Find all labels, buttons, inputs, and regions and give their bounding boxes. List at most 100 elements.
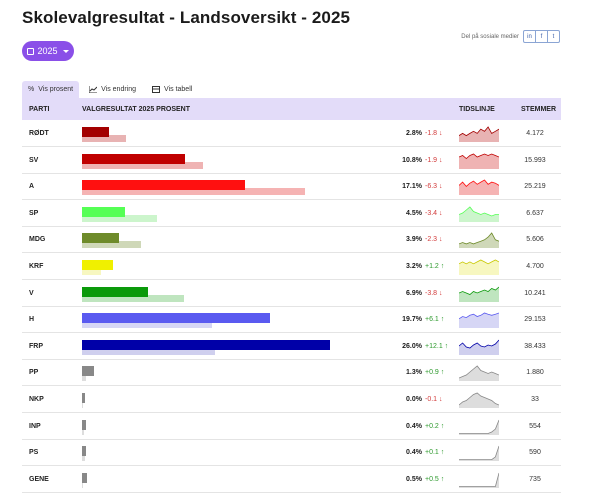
votes-count: 38.433 bbox=[524, 342, 546, 350]
sparkline-area bbox=[459, 233, 499, 249]
previous-result-bar bbox=[82, 135, 126, 142]
facebook-icon[interactable]: f bbox=[536, 31, 548, 42]
timeline-sparkline bbox=[459, 472, 499, 488]
result-bar bbox=[82, 286, 148, 297]
linkedin-icon[interactable]: in bbox=[524, 31, 536, 42]
change-value: +0.1 bbox=[425, 449, 439, 457]
previous-result-bar bbox=[82, 161, 204, 169]
timeline-sparkline bbox=[459, 339, 499, 355]
votes-count: 735 bbox=[529, 475, 541, 483]
result-bar bbox=[82, 233, 120, 244]
votes-count: 590 bbox=[529, 449, 541, 457]
result-bar bbox=[82, 339, 330, 350]
result-percent: 17.1% bbox=[402, 183, 422, 191]
sparkline-line bbox=[459, 286, 499, 295]
result-bar bbox=[82, 419, 86, 430]
timeline-sparkline bbox=[459, 419, 499, 435]
change-value: +0.9 bbox=[425, 369, 439, 377]
arrow-up-icon: ↑ bbox=[438, 449, 445, 457]
previous-result-bar bbox=[82, 188, 306, 196]
arrow-up-icon: ↑ bbox=[438, 316, 445, 324]
party-name: MDG bbox=[29, 236, 46, 244]
arrow-down-icon: ↓ bbox=[437, 156, 443, 164]
sparkline-area bbox=[459, 180, 499, 196]
votes-count: 4.700 bbox=[526, 263, 544, 270]
sparkline-line bbox=[459, 472, 499, 487]
table-row: FRP 26.0% +12.1 ↑ 38.433 bbox=[22, 333, 561, 360]
previous-result-bar bbox=[82, 321, 212, 329]
votes-count: 33 bbox=[531, 396, 539, 403]
sparkline-area bbox=[459, 127, 499, 142]
sparkline-area bbox=[459, 366, 499, 382]
result-change: +0.2 ↑ bbox=[425, 423, 455, 430]
result-change: -1.8 ↓ bbox=[425, 130, 455, 137]
twitter-icon[interactable]: t bbox=[552, 33, 555, 40]
result-change: -6.3 ↓ bbox=[425, 183, 455, 190]
change-value: +1.2 bbox=[425, 263, 439, 270]
party-name: PS bbox=[29, 449, 39, 457]
sparkline-area bbox=[459, 153, 499, 169]
percent-icon: % bbox=[28, 86, 35, 93]
table-row: GENE 0.5% +0.5 ↑ 735 bbox=[22, 466, 561, 493]
votes-count: 554 bbox=[529, 422, 541, 430]
votes-count: 10.241 bbox=[524, 289, 546, 297]
party-name: NKP bbox=[29, 396, 44, 403]
result-percent: 3.9% bbox=[406, 236, 422, 244]
previous-result-bar bbox=[82, 214, 158, 222]
timeline-sparkline bbox=[459, 153, 499, 169]
votes-count: 15.993 bbox=[524, 156, 546, 164]
previous-result-bar bbox=[82, 374, 86, 382]
tab-change[interactable]: Vis endring bbox=[83, 81, 142, 98]
sparkline-line bbox=[459, 232, 499, 245]
party-name: RØDT bbox=[29, 130, 49, 137]
sparkline-area bbox=[459, 286, 499, 302]
share-buttons: in f t bbox=[523, 30, 560, 43]
previous-result-bar bbox=[82, 268, 102, 275]
arrow-up-icon: ↑ bbox=[442, 342, 449, 350]
party-name: PP bbox=[29, 369, 39, 377]
table-row: SV 10.8% -1.9 ↓ 15.993 bbox=[22, 147, 561, 174]
result-percent: 26.0% bbox=[402, 342, 422, 350]
votes-count: 25.219 bbox=[524, 183, 546, 191]
result-percent: 10.8% bbox=[402, 156, 422, 164]
sparkline-line bbox=[459, 259, 499, 265]
party-name: FRP bbox=[29, 342, 43, 350]
chevron-down-icon bbox=[62, 49, 69, 53]
sparkline-line bbox=[459, 179, 499, 188]
table-row: H 19.7% +6.1 ↑ 29.153 bbox=[22, 306, 561, 334]
previous-result-bar bbox=[82, 241, 142, 249]
result-percent: 3.2% bbox=[406, 263, 422, 270]
previous-result-bar bbox=[82, 480, 83, 488]
change-value: -6.3 bbox=[425, 183, 438, 191]
party-name: INP bbox=[29, 422, 41, 430]
change-value: -1.8 bbox=[425, 130, 438, 137]
timeline-sparkline bbox=[459, 286, 499, 302]
table-icon bbox=[152, 86, 161, 93]
result-change: +6.1 ↑ bbox=[425, 316, 455, 323]
arrow-down-icon: ↓ bbox=[437, 130, 443, 137]
result-bar bbox=[82, 153, 185, 164]
tab-label: Vis prosent bbox=[38, 86, 74, 93]
table-row: RØDT 2.8% -1.8 ↓ 4.172 bbox=[22, 120, 561, 147]
arrow-down-icon: ↓ bbox=[437, 183, 443, 191]
table-row: INP 0.4% +0.2 ↑ 554 bbox=[22, 413, 561, 440]
result-change: -2.3 ↓ bbox=[425, 236, 455, 243]
sparkline-area bbox=[459, 393, 499, 408]
result-bar bbox=[82, 313, 270, 324]
table-row: V 6.9% -3.8 ↓ 10.241 bbox=[22, 280, 561, 307]
tab-table[interactable]: Vis tabell bbox=[146, 81, 198, 98]
result-change: +0.1 ↑ bbox=[425, 449, 455, 456]
year-select-button[interactable]: 2025 bbox=[22, 41, 74, 61]
result-change: -0.1 ↓ bbox=[425, 396, 455, 403]
chart-icon bbox=[89, 86, 98, 93]
tab-percent[interactable]: % Vis prosent bbox=[22, 81, 80, 98]
result-percent: 6.9% bbox=[406, 289, 422, 297]
table-row: SP 4.5% -3.4 ↓ 6.637 bbox=[22, 200, 561, 227]
sparkline-area bbox=[459, 419, 499, 435]
view-tabs: % Vis prosent Vis endring Vis tabell bbox=[22, 81, 198, 98]
change-value: -3.4 bbox=[425, 209, 438, 217]
result-percent: 0.4% bbox=[406, 422, 422, 430]
year-label: 2025 bbox=[37, 46, 58, 56]
sparkline-area bbox=[459, 339, 499, 355]
previous-result-bar bbox=[82, 294, 185, 302]
